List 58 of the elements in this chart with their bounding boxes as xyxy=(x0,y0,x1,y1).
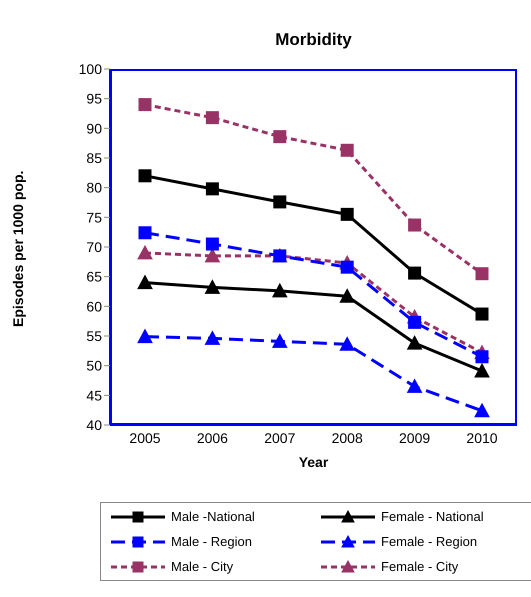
point xyxy=(138,245,152,260)
x-tick-label: 2005 xyxy=(129,430,161,446)
x-tick-label: 2006 xyxy=(196,430,228,446)
y-tick-label: 100 xyxy=(78,60,102,77)
point xyxy=(474,364,490,378)
point xyxy=(408,266,422,280)
point xyxy=(273,195,286,208)
y-axis-title: Episodes per 1000 pop. xyxy=(10,170,26,327)
legend-label: Female - Region xyxy=(381,534,478,549)
x-tick-label: 2007 xyxy=(264,430,296,446)
point xyxy=(272,334,288,348)
point xyxy=(138,275,152,290)
y-tick-label: 55 xyxy=(86,328,102,344)
point xyxy=(206,238,219,251)
legend-label: Male -National xyxy=(171,509,255,524)
x-tick-label: 2010 xyxy=(466,430,498,446)
x-tick-label: 2008 xyxy=(332,430,363,446)
legend-label: Female - National xyxy=(381,509,484,524)
y-tick-label: 85 xyxy=(86,150,102,166)
point xyxy=(476,350,488,364)
y-tick-label: 80 xyxy=(86,180,102,196)
point xyxy=(476,267,488,280)
point xyxy=(340,260,354,274)
y-tick-label: 65 xyxy=(86,268,102,285)
point xyxy=(408,218,422,232)
point xyxy=(204,330,220,345)
point xyxy=(340,144,354,157)
point xyxy=(138,98,152,112)
legend-label: Male - Region xyxy=(171,534,252,549)
point xyxy=(340,288,355,303)
legend-label: Female - City xyxy=(381,559,458,574)
point xyxy=(340,336,355,351)
y-tick-label: 45 xyxy=(86,387,102,404)
point xyxy=(408,316,422,329)
point xyxy=(272,283,288,298)
y-tick-label: 95 xyxy=(86,90,102,107)
x-axis-title: Year xyxy=(298,454,329,470)
point xyxy=(407,336,422,350)
y-tick-label: 75 xyxy=(86,209,102,226)
point xyxy=(206,111,219,124)
point xyxy=(138,169,152,182)
point xyxy=(474,403,490,418)
y-tick-label: 70 xyxy=(86,238,102,255)
legend-label: Male - City xyxy=(171,559,234,574)
y-tick-label: 40 xyxy=(86,416,102,433)
point xyxy=(273,130,286,144)
point xyxy=(204,280,220,294)
chart-title: Morbidity xyxy=(274,30,353,50)
y-tick-label: 60 xyxy=(86,298,102,314)
y-tick-label: 50 xyxy=(86,358,102,374)
point xyxy=(476,308,488,321)
y-tick-label: 90 xyxy=(86,120,102,136)
x-tick-label: 2009 xyxy=(399,430,430,446)
point xyxy=(407,378,422,393)
point xyxy=(138,226,152,240)
point xyxy=(340,208,354,221)
point xyxy=(206,182,219,196)
point xyxy=(138,329,152,344)
